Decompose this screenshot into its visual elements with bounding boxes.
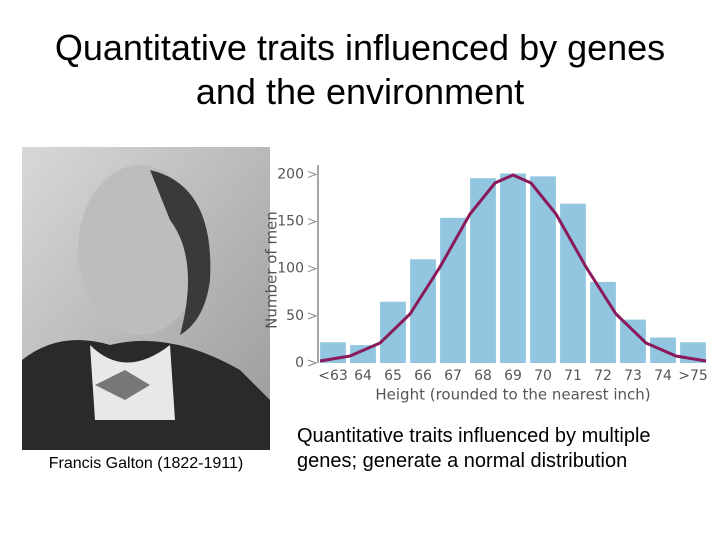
- y-tick-label: 150: [277, 214, 304, 230]
- y-tick: [307, 312, 318, 320]
- y-tick-label: 100: [277, 261, 304, 277]
- x-tick-label: 69: [504, 368, 522, 384]
- y-tick: [307, 218, 318, 226]
- y-tick: [307, 265, 318, 273]
- x-tick-label: 67: [444, 368, 462, 384]
- y-tick: [307, 170, 318, 178]
- bar: [440, 217, 466, 363]
- y-tick-label: 200: [277, 166, 304, 182]
- x-tick-label: >75: [678, 368, 708, 384]
- photo-caption: Francis Galton (1822-1911): [48, 455, 244, 472]
- slide-title: Quantitative traits influenced by genes …: [54, 27, 666, 112]
- x-tick-label: 72: [594, 368, 612, 384]
- x-tick-label: 70: [534, 368, 552, 384]
- x-tick-label: 65: [384, 368, 402, 384]
- x-tick-label: <63: [318, 368, 348, 384]
- bar: [620, 319, 646, 363]
- x-tick-label: 71: [564, 368, 582, 384]
- portrait: [22, 147, 270, 450]
- x-axis-label: Height (rounded to the nearest inch): [375, 386, 650, 404]
- x-tick-label: 73: [624, 368, 642, 384]
- normal-curve: [319, 173, 707, 363]
- bar: [410, 259, 436, 363]
- y-tick: [307, 359, 318, 367]
- y-tick-label: 0: [295, 355, 304, 371]
- x-tick-label: 68: [474, 368, 492, 384]
- x-tick-label: 66: [414, 368, 432, 384]
- bar: [500, 173, 526, 363]
- bar: [350, 345, 376, 363]
- bar: [470, 178, 496, 363]
- chart-caption: Quantitative traits influenced by multip…: [297, 425, 651, 472]
- bar: [530, 176, 556, 363]
- y-tick-label: 50: [286, 308, 304, 324]
- x-tick-label: 74: [654, 368, 672, 384]
- y-axis-label: Number of men: [263, 211, 281, 329]
- x-tick-label: 64: [354, 368, 372, 384]
